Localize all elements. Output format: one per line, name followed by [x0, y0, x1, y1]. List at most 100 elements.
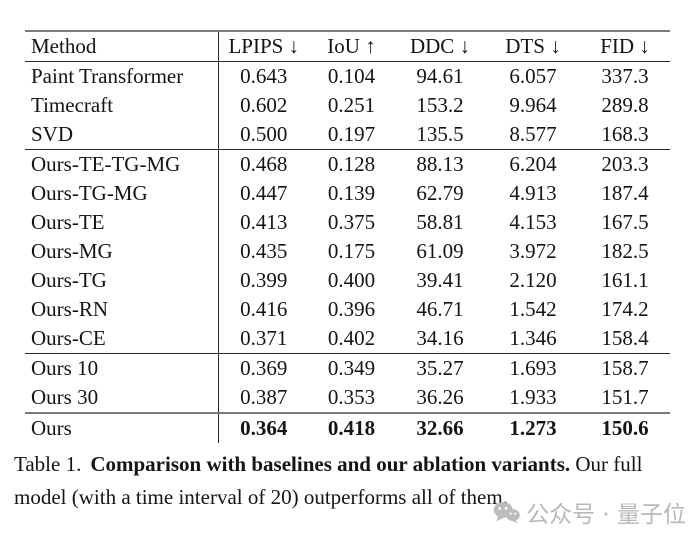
- value-cell: 0.435: [240, 239, 288, 263]
- value-cell: 203.3: [601, 152, 649, 176]
- table-row-ours-30: Ours 30 0.387 0.353 36.26 1.933 151.7: [25, 383, 670, 413]
- table-header: Method LPIPS ↓ IoU ↑ DDC ↓ DTS ↓ FID ↓: [25, 31, 670, 62]
- method-cell: Paint Transformer: [25, 61, 219, 91]
- value-cell: 39.41: [416, 268, 464, 292]
- watermark: 公众号 · 量子位: [493, 495, 686, 529]
- table-row-ours-10: Ours 10 0.369 0.349 35.27 1.693 158.7: [25, 353, 670, 383]
- caption-bold-text: Comparison with baselines and our ablati…: [90, 452, 571, 476]
- value-cell: 0.447: [240, 181, 288, 205]
- value-cell: 0.602: [240, 93, 288, 117]
- value-cell: 32.66: [416, 416, 464, 440]
- method-cell: Ours 10: [25, 353, 219, 383]
- value-cell: 1.933: [509, 385, 557, 409]
- col-label: LPIPS: [228, 34, 284, 58]
- table-row-timecraft: Timecraft 0.602 0.251 153.2 9.964 289.8: [25, 91, 670, 120]
- value-cell: 168.3: [601, 122, 649, 146]
- value-cell: 34.16: [416, 326, 464, 350]
- value-cell: 9.964: [509, 93, 557, 117]
- method-cell: Ours-TE-TG-MG: [25, 149, 219, 179]
- value-cell: 151.7: [601, 385, 649, 409]
- table-row-ours-te-tg-mg: Ours-TE-TG-MG 0.468 0.128 88.13 6.204 203.3: [25, 149, 670, 179]
- table-caption: Table 1. Comparison with baselines and ou…: [14, 448, 674, 514]
- header-row: Method LPIPS ↓ IoU ↑ DDC ↓ DTS ↓ FID ↓: [25, 31, 670, 62]
- down-arrow-icon: ↓: [459, 34, 471, 58]
- value-cell: 0.402: [327, 326, 376, 350]
- table-row-ours-te: Ours-TE 0.413 0.375 58.81 4.153 167.5: [25, 208, 670, 237]
- table-row-ours-mg: Ours-MG 0.435 0.175 61.09 3.972 182.5: [25, 237, 670, 266]
- value-cell: 0.251: [327, 93, 376, 117]
- value-cell: 0.353: [327, 385, 376, 409]
- table-row-ours-ce: Ours-CE 0.371 0.402 34.16 1.346 158.4: [25, 324, 670, 354]
- method-cell: Ours-MG: [25, 237, 219, 266]
- col-header-lpips: LPIPS ↓: [218, 31, 309, 62]
- value-cell: 6.057: [509, 64, 557, 88]
- col-label: FID: [600, 34, 635, 58]
- down-arrow-icon: ↓: [550, 34, 561, 58]
- value-cell: 174.2: [601, 297, 649, 321]
- method-cell: Ours-RN: [25, 295, 219, 324]
- col-label: IoU: [327, 34, 360, 58]
- value-cell: 35.27: [416, 356, 464, 380]
- value-cell: 2.120: [509, 268, 557, 292]
- value-cell: 58.81: [416, 210, 464, 234]
- caption-rest-text: Our full model (with a time interval of …: [14, 452, 643, 509]
- value-cell: 0.349: [327, 356, 376, 380]
- value-cell: 0.399: [240, 268, 288, 292]
- table-row-svd: SVD 0.500 0.197 135.5 8.577 168.3: [25, 120, 670, 150]
- value-cell: 150.6: [601, 416, 649, 440]
- value-cell: 0.375: [327, 210, 376, 234]
- value-cell: 1.273: [509, 416, 557, 440]
- down-arrow-icon: ↓: [288, 34, 300, 58]
- value-cell: 1.542: [509, 297, 557, 321]
- method-cell: Ours-CE: [25, 324, 219, 354]
- value-cell: 62.79: [416, 181, 464, 205]
- col-header-method: Method: [25, 31, 219, 62]
- col-label: DDC: [409, 34, 455, 58]
- value-cell: 0.387: [240, 385, 288, 409]
- table-body: Paint Transformer 0.643 0.104 94.61 6.057 337…: [25, 61, 670, 443]
- value-cell: 0.418: [327, 416, 376, 440]
- method-cell: SVD: [25, 120, 219, 150]
- method-cell: Timecraft: [25, 91, 219, 120]
- table-row-ours: Ours 0.364 0.418 32.66 1.273 150.6: [25, 413, 670, 443]
- col-header-dts: DTS ↓: [486, 31, 580, 62]
- method-cell: Ours 30: [25, 383, 219, 413]
- value-cell: 0.416: [240, 297, 288, 321]
- col-header-fid: FID ↓: [580, 31, 670, 62]
- up-arrow-icon: ↑: [365, 34, 376, 58]
- value-cell: 0.139: [327, 181, 376, 205]
- table-row-ours-rn: Ours-RN 0.416 0.396 46.71 1.542 174.2: [25, 295, 670, 324]
- value-cell: 167.5: [601, 210, 649, 234]
- value-cell: 0.104: [327, 64, 376, 88]
- down-arrow-icon: ↓: [639, 34, 650, 58]
- col-label: DTS: [505, 34, 545, 58]
- value-cell: 187.4: [601, 181, 649, 205]
- value-cell: 0.413: [240, 210, 288, 234]
- value-cell: 4.913: [509, 181, 557, 205]
- value-cell: 0.128: [327, 152, 376, 176]
- value-cell: 158.7: [601, 356, 649, 380]
- value-cell: 0.396: [327, 297, 376, 321]
- table-row-ours-tg: Ours-TG 0.399 0.400 39.41 2.120 161.1: [25, 266, 670, 295]
- value-cell: 0.364: [240, 416, 288, 440]
- value-cell: 4.153: [509, 210, 557, 234]
- value-cell: 135.5: [416, 122, 464, 146]
- value-cell: 289.8: [601, 93, 649, 117]
- value-cell: 88.13: [416, 152, 464, 176]
- value-cell: 0.369: [240, 356, 288, 380]
- method-cell: Ours-TG: [25, 266, 219, 295]
- value-cell: 337.3: [601, 64, 649, 88]
- method-cell: Ours-TE: [25, 208, 219, 237]
- value-cell: 0.468: [240, 152, 288, 176]
- table-row-paint-transformer: Paint Transformer 0.643 0.104 94.61 6.057 337…: [25, 61, 670, 91]
- value-cell: 0.643: [240, 64, 288, 88]
- value-cell: 6.204: [509, 152, 557, 176]
- col-header-ddc: DDC ↓: [394, 31, 486, 62]
- value-cell: 161.1: [601, 268, 649, 292]
- wechat-icon: [493, 501, 520, 524]
- value-cell: 36.26: [416, 385, 464, 409]
- value-cell: 3.972: [509, 239, 557, 263]
- results-table: Method LPIPS ↓ IoU ↑ DDC ↓ DTS ↓ FID ↓ P…: [25, 30, 670, 443]
- value-cell: 0.400: [327, 268, 376, 292]
- value-cell: 1.346: [509, 326, 557, 350]
